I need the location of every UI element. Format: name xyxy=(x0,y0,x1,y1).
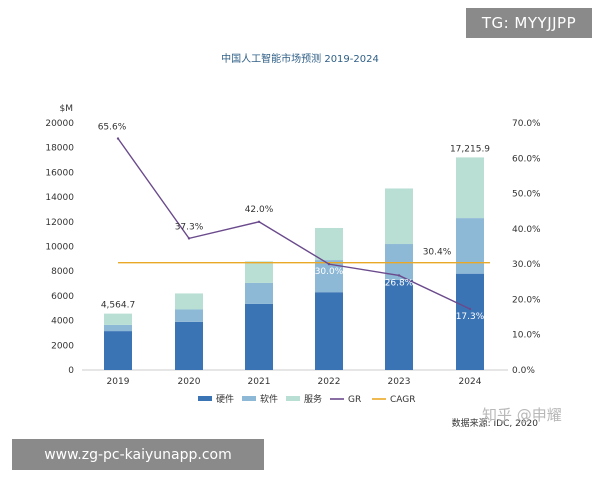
gr-point xyxy=(397,274,401,277)
gr-data-label: 37.3% xyxy=(175,222,204,232)
gr-point xyxy=(257,220,261,223)
y2-tick-label: 40.0% xyxy=(512,225,541,235)
gr-point xyxy=(116,137,120,140)
y-tick-label: 18000 xyxy=(45,144,74,154)
bar-segment xyxy=(104,324,132,332)
bar-segment xyxy=(104,313,132,325)
legend-label: 软件 xyxy=(260,393,278,405)
watermark-tg-badge: TG: MYYJJPP xyxy=(466,8,592,38)
bar-segment xyxy=(456,273,484,370)
y-tick-label: 8000 xyxy=(51,267,74,277)
gr-point xyxy=(187,237,191,240)
bar-segment xyxy=(245,261,273,283)
legend-label: 硬件 xyxy=(216,393,234,405)
bar-segment xyxy=(175,293,203,310)
legend-swatch xyxy=(242,396,256,401)
gr-data-label: 26.8% xyxy=(385,278,414,288)
bar-segment xyxy=(315,292,343,370)
x-tick-label: 2024 xyxy=(459,377,482,387)
bar-segment xyxy=(245,282,273,304)
chart-title: 中国人工智能市场预测 2019-2024 xyxy=(221,52,379,65)
y2-tick-label: 30.0% xyxy=(512,260,541,270)
y-tick-label: 20000 xyxy=(45,119,74,129)
bar-segment xyxy=(456,157,484,219)
y2-tick-label: 20.0% xyxy=(512,295,541,305)
x-tick-label: 2019 xyxy=(107,377,130,387)
bar-segment xyxy=(175,309,203,322)
y-tick-label: 14000 xyxy=(45,193,74,203)
y-tick-label: 12000 xyxy=(45,218,74,228)
bar-segment xyxy=(385,188,413,245)
gr-data-label: 17.3% xyxy=(456,312,485,322)
watermark-url-badge: www.zg-pc-kaiyunapp.com xyxy=(12,439,264,470)
y2-tick-label: 50.0% xyxy=(512,190,541,200)
x-tick-label: 2021 xyxy=(248,377,271,387)
bar-segment xyxy=(385,279,413,370)
y-tick-label: 10000 xyxy=(45,243,74,253)
x-tick-label: 2020 xyxy=(178,377,201,387)
bar-segment xyxy=(315,227,343,261)
y2-tick-label: 70.0% xyxy=(512,119,541,129)
watermark-zhihu: 知乎 @申耀 xyxy=(482,406,562,424)
y-tick-label: 6000 xyxy=(51,292,74,302)
gr-data-label: 30.0% xyxy=(315,267,344,277)
legend-label: GR xyxy=(348,395,361,405)
bar-total-label: 17,215.9 xyxy=(450,144,490,154)
bar-total-label: 4,564.7 xyxy=(101,301,135,311)
legend-swatch xyxy=(198,396,212,401)
gr-point xyxy=(468,307,472,311)
y2-tick-label: 60.0% xyxy=(512,154,541,164)
y2-tick-label: 0.0% xyxy=(512,366,535,376)
y-tick-label: 16000 xyxy=(45,168,74,178)
y-axis-label: $M xyxy=(60,104,74,114)
x-tick-label: 2023 xyxy=(388,377,411,387)
bar-segment xyxy=(245,303,273,370)
gr-line xyxy=(117,138,471,310)
bar-segment xyxy=(104,331,132,370)
legend-label: CAGR xyxy=(390,395,416,405)
y2-tick-label: 10.0% xyxy=(512,331,541,341)
y-tick-label: 0 xyxy=(68,366,74,376)
bar-segment xyxy=(175,321,203,370)
gr-point xyxy=(327,262,331,266)
y-tick-label: 4000 xyxy=(51,317,74,327)
x-tick-label: 2022 xyxy=(318,377,341,387)
gr-data-label: 65.6% xyxy=(98,123,127,133)
source-note: 数据来源: IDC, 2020 xyxy=(452,417,539,429)
legend-label: 服务 xyxy=(304,393,322,405)
gr-data-label: 42.0% xyxy=(245,205,274,215)
legend-swatch xyxy=(286,396,300,401)
bar-segment xyxy=(456,218,484,274)
cagr-label: 30.4% xyxy=(423,248,452,258)
y-tick-label: 2000 xyxy=(51,341,74,351)
